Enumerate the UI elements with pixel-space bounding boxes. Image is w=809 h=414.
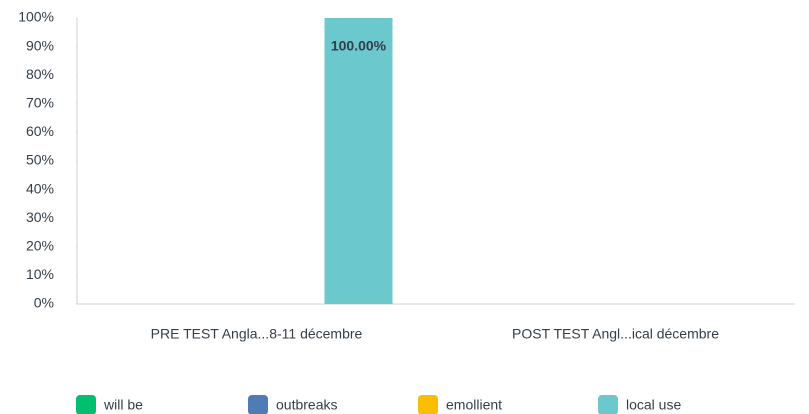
legend-swatch xyxy=(76,395,96,414)
legend-label: local use xyxy=(626,397,681,413)
y-tick-label: 50% xyxy=(26,152,54,168)
legend-swatch xyxy=(248,395,268,414)
legend-label: outbreaks xyxy=(276,397,337,413)
y-tick-label: 80% xyxy=(26,66,54,82)
y-tick-label: 20% xyxy=(26,238,54,254)
y-tick-label: 40% xyxy=(26,180,54,196)
legend-label: will be xyxy=(103,397,143,413)
legend-label: emollient xyxy=(446,397,502,413)
y-tick-label: 0% xyxy=(34,295,54,311)
x-tick-label: POST TEST Angl...ical décembre xyxy=(512,326,719,342)
legend-swatch xyxy=(598,395,618,414)
y-tick-label: 100% xyxy=(18,9,54,25)
legend-swatch xyxy=(418,395,438,414)
bar xyxy=(324,18,393,304)
y-tick-label: 30% xyxy=(26,209,54,225)
x-tick-label: PRE TEST Angla...8-11 décembre xyxy=(151,326,363,342)
y-tick-label: 60% xyxy=(26,123,54,139)
y-tick-label: 10% xyxy=(26,266,54,282)
y-tick-label: 70% xyxy=(26,95,54,111)
value-label: 100.00% xyxy=(331,38,387,54)
y-tick-label: 90% xyxy=(26,37,54,53)
